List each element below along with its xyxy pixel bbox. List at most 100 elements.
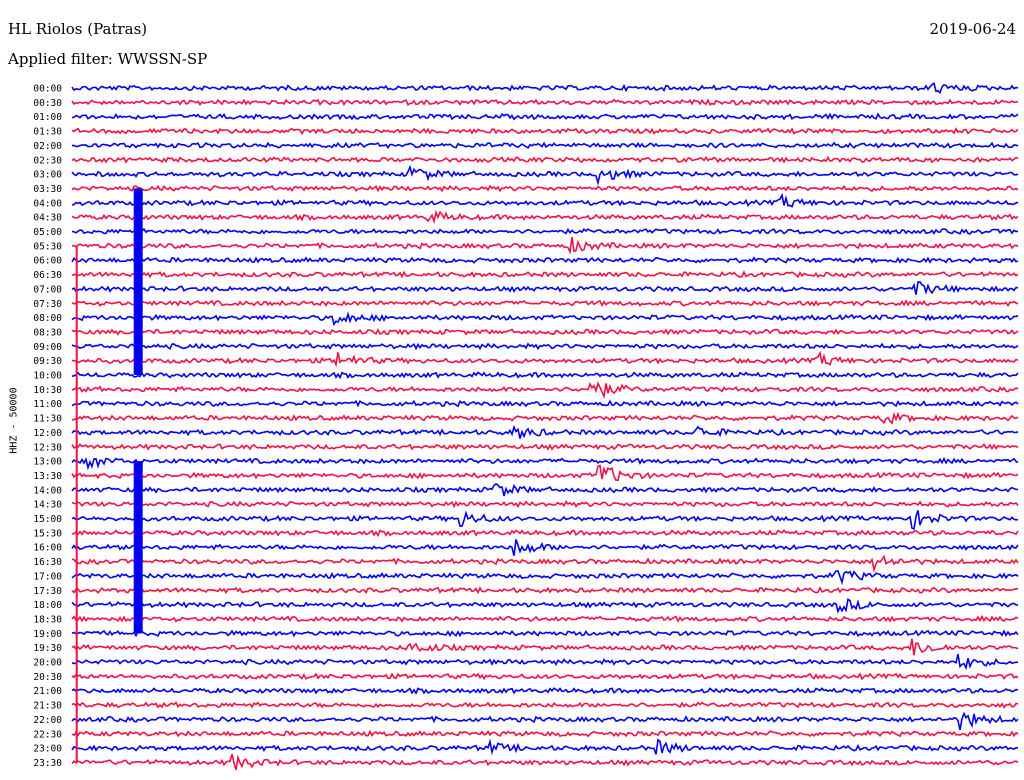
row-label-0730: 07:30 — [33, 299, 62, 310]
trace-1330 — [71, 464, 1019, 481]
trace-2300 — [71, 738, 1018, 756]
trace-0000 — [71, 82, 1019, 95]
filter-label: Applied filter: WWSSN-SP — [8, 50, 208, 68]
trace-2100 — [71, 687, 1019, 695]
trace-0930 — [71, 350, 1019, 368]
spike-2 — [75, 245, 78, 763]
trace-0700 — [71, 281, 1019, 295]
row-label-1300: 13:00 — [33, 457, 62, 468]
trace-0800 — [71, 311, 1019, 327]
row-label-2000: 20:00 — [33, 658, 62, 669]
seismogram-traces — [71, 82, 1019, 771]
row-label-0600: 06:00 — [33, 256, 62, 267]
trace-1630 — [71, 554, 1019, 573]
trace-2330 — [71, 753, 1019, 771]
row-label-0400: 04:00 — [33, 198, 62, 209]
trace-1030 — [71, 381, 1019, 400]
row-label-1200: 12:00 — [33, 428, 62, 439]
trace-1530 — [71, 529, 1019, 538]
row-label-0930: 09:30 — [33, 356, 62, 367]
row-label-2300: 23:00 — [33, 744, 62, 755]
row-label-0030: 00:30 — [33, 98, 62, 109]
trace-0900 — [71, 342, 1019, 351]
trace-1100 — [71, 399, 1019, 408]
row-label-1600: 16:00 — [33, 543, 62, 554]
trace-0630 — [71, 270, 1019, 279]
row-label-0800: 08:00 — [33, 313, 62, 324]
trace-1430 — [71, 500, 1019, 509]
row-label-1400: 14:00 — [33, 485, 62, 496]
row-label-0700: 07:00 — [33, 284, 62, 295]
trace-2230 — [71, 729, 1019, 738]
row-label-1030: 10:30 — [33, 385, 62, 396]
row-label-2100: 21:00 — [33, 686, 62, 697]
row-label-0430: 04:30 — [33, 213, 62, 224]
row-label-1700: 17:00 — [33, 571, 62, 582]
row-label-1000: 10:00 — [33, 371, 62, 382]
trace-0230 — [71, 155, 1019, 164]
row-label-0130: 01:30 — [33, 127, 62, 138]
row-labels: 00:00 00:30 01:00 01:30 02:00 02:30 03:00 03:30… — [33, 84, 62, 769]
spike-0 — [133, 188, 143, 375]
trace-0300 — [71, 164, 1019, 186]
trace-0330 — [71, 184, 1019, 193]
row-label-1900: 19:00 — [33, 629, 62, 640]
row-label-1430: 14:30 — [33, 500, 62, 511]
row-label-1800: 18:00 — [33, 600, 62, 611]
row-label-0200: 02:00 — [33, 141, 62, 152]
trace-2000 — [71, 653, 1018, 671]
trace-0430 — [71, 209, 1019, 225]
row-label-0300: 03:00 — [33, 170, 62, 181]
row-label-1500: 15:00 — [33, 514, 62, 525]
row-label-1100: 11:00 — [33, 399, 62, 410]
spike-1 — [133, 461, 143, 634]
trace-1900 — [71, 629, 1019, 638]
row-label-0000: 00:00 — [33, 84, 62, 95]
trace-2200 — [71, 711, 1019, 731]
trace-0830 — [71, 327, 1019, 336]
row-label-1530: 15:30 — [33, 528, 62, 539]
trace-1830 — [71, 614, 1019, 623]
trace-1500 — [71, 510, 1019, 531]
trace-0600 — [71, 256, 1019, 264]
row-label-0530: 05:30 — [33, 241, 62, 252]
row-label-0630: 06:30 — [33, 270, 62, 281]
station-title: HL Riolos (Patras) — [8, 20, 148, 38]
row-label-1230: 12:30 — [33, 442, 62, 453]
row-label-1630: 16:30 — [33, 557, 62, 568]
row-label-1130: 11:30 — [33, 414, 62, 425]
row-label-0500: 05:00 — [33, 227, 62, 238]
trace-1230 — [71, 443, 1019, 451]
row-label-2230: 22:30 — [33, 729, 62, 740]
trace-1930 — [71, 638, 1019, 656]
row-label-2330: 23:30 — [33, 758, 62, 769]
row-label-1330: 13:30 — [33, 471, 62, 482]
row-label-0330: 03:30 — [33, 184, 62, 195]
row-label-0830: 08:30 — [33, 327, 62, 338]
trace-1300 — [71, 456, 1019, 471]
trace-0200 — [71, 141, 1019, 150]
row-label-1930: 19:30 — [33, 643, 62, 654]
trace-1700 — [71, 570, 1019, 586]
trace-0500 — [71, 227, 1019, 236]
trace-1200 — [71, 424, 1019, 439]
row-label-0230: 02:30 — [33, 155, 62, 166]
trace-1400 — [71, 482, 1019, 497]
row-label-2200: 22:00 — [33, 715, 62, 726]
trace-2130 — [71, 701, 1019, 709]
trace-0730 — [71, 299, 1019, 308]
trace-0400 — [71, 192, 1019, 208]
row-label-1730: 17:30 — [33, 586, 62, 597]
record-date: 2019-06-24 — [929, 20, 1016, 38]
trace-1730 — [71, 585, 1019, 595]
trace-1600 — [71, 539, 1019, 556]
trace-0030 — [71, 98, 1019, 107]
trace-1130 — [71, 411, 1019, 425]
trace-2030 — [71, 672, 1019, 681]
row-label-0100: 01:00 — [33, 112, 62, 123]
row-label-0900: 09:00 — [33, 342, 62, 353]
row-label-2130: 21:30 — [33, 701, 62, 712]
row-label-1830: 18:30 — [33, 614, 62, 625]
trace-1800 — [71, 597, 1018, 614]
